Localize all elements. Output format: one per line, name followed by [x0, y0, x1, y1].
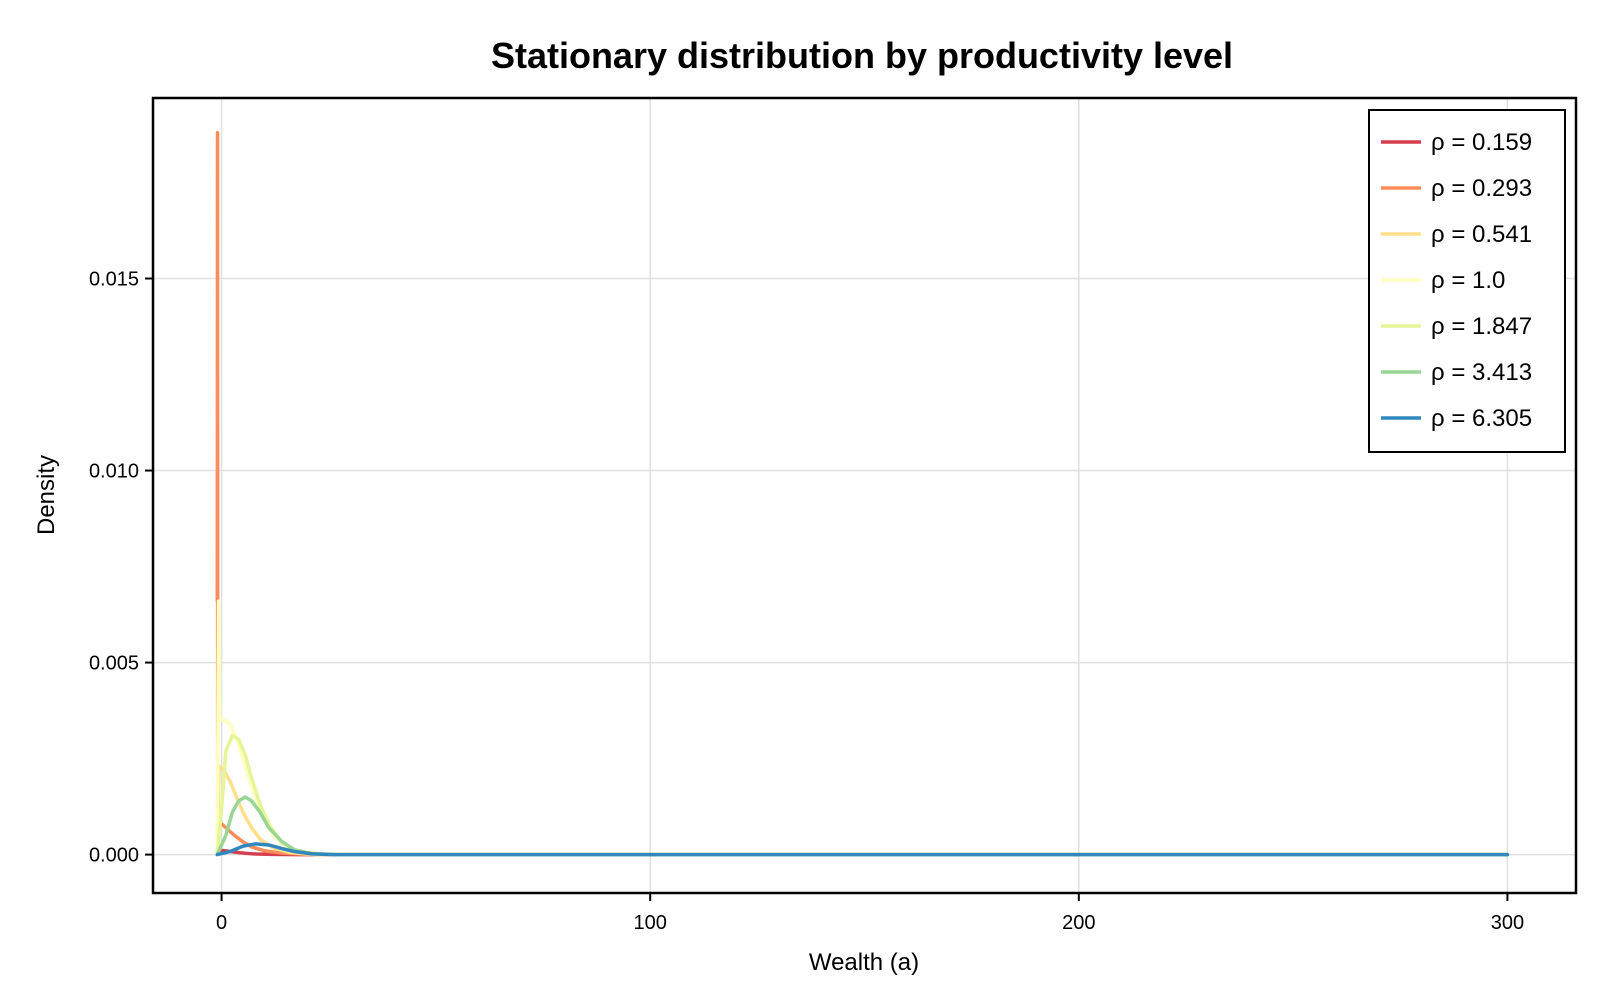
x-tick-label: 200: [1062, 912, 1095, 934]
x-tick-label: 0: [216, 912, 227, 934]
series-line-3: [215, 764, 1510, 857]
grid-layer: [153, 98, 1576, 893]
series-line-4: [215, 599, 1510, 857]
legend: ρ = 0.159 ρ = 0.293 ρ = 0.541 ρ = 1.0 ρ = 1.…: [1368, 109, 1566, 453]
series-line-6: [215, 795, 1510, 857]
y-tick-label: 0.010: [89, 461, 139, 483]
legend-items: ρ = 0.159 ρ = 0.293 ρ = 0.541 ρ = 1.0 ρ = 1.…: [1381, 129, 1532, 432]
y-tick-label: 0.005: [89, 653, 139, 675]
plot-frame: [151, 96, 1578, 895]
x-tick-label: 100: [634, 912, 667, 934]
legend-label-2: ρ = 0.293: [1431, 175, 1532, 202]
series-layer: [215, 130, 1510, 857]
legend-label-6: ρ = 3.413: [1431, 359, 1532, 386]
legend-label-3: ρ = 0.541: [1431, 221, 1532, 248]
legend-label-7: ρ = 6.305: [1431, 405, 1532, 432]
series-line-7: [215, 842, 1510, 857]
x-tick-label: 300: [1491, 912, 1524, 934]
y-tick-label: 0.015: [89, 269, 139, 291]
series-line-5: [215, 733, 1510, 857]
legend-label-5: ρ = 1.847: [1431, 313, 1532, 340]
tick-layer: 0 100 200 300 0.000 0.005 0.010 0.015: [89, 269, 1524, 934]
legend-label-4: ρ = 1.0: [1431, 267, 1505, 294]
x-axis-label: Wealth (a): [809, 949, 919, 976]
chart-title: Stationary distribution by productivity …: [491, 35, 1233, 76]
series-line-2: [215, 130, 1510, 857]
y-tick-label: 0.000: [89, 845, 139, 867]
legend-label-1: ρ = 0.159: [1431, 129, 1532, 156]
y-axis-label: Density: [33, 455, 60, 535]
